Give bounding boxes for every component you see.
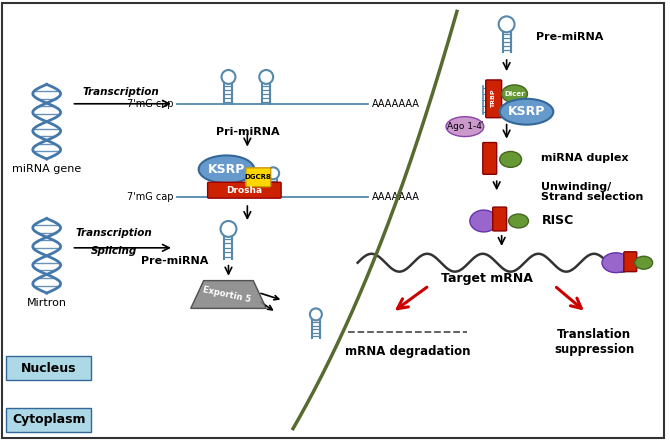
Text: Unwinding/: Unwinding/	[541, 182, 612, 192]
Ellipse shape	[446, 117, 484, 137]
FancyBboxPatch shape	[624, 252, 636, 272]
Ellipse shape	[509, 214, 529, 228]
Text: TRBP: TRBP	[491, 90, 496, 108]
Text: Strand selection: Strand selection	[541, 192, 644, 202]
Text: Exportin 5: Exportin 5	[202, 285, 251, 304]
Ellipse shape	[500, 151, 521, 167]
Text: KSRP: KSRP	[208, 163, 245, 176]
FancyBboxPatch shape	[6, 356, 91, 380]
Text: mRNA degradation: mRNA degradation	[344, 345, 470, 358]
Ellipse shape	[502, 85, 527, 103]
Text: Splicing: Splicing	[91, 246, 137, 256]
Text: KSRP: KSRP	[508, 105, 545, 118]
Text: Ago 1-4: Ago 1-4	[448, 122, 482, 131]
FancyBboxPatch shape	[6, 408, 91, 432]
Ellipse shape	[634, 256, 653, 269]
FancyBboxPatch shape	[246, 168, 271, 187]
FancyBboxPatch shape	[2, 4, 663, 437]
Text: Drosha: Drosha	[226, 186, 263, 195]
Ellipse shape	[199, 155, 255, 183]
Text: miRNA duplex: miRNA duplex	[541, 153, 629, 164]
Text: Transcription: Transcription	[76, 228, 153, 238]
Text: DGCR8: DGCR8	[245, 174, 272, 180]
Text: AAAAAAA: AAAAAAA	[372, 192, 419, 202]
Text: Cytoplasm: Cytoplasm	[12, 413, 85, 426]
Text: Mirtron: Mirtron	[27, 299, 67, 308]
Text: RISC: RISC	[541, 214, 574, 228]
Ellipse shape	[470, 210, 498, 232]
Text: Target mRNA: Target mRNA	[441, 272, 533, 285]
Text: Pri-miRNA: Pri-miRNA	[216, 127, 279, 137]
Text: Transcription: Transcription	[83, 87, 159, 97]
Text: 7'mG cap: 7'mG cap	[127, 99, 174, 109]
Text: Translation
suppression: Translation suppression	[554, 328, 634, 356]
Ellipse shape	[602, 253, 630, 273]
Text: Pre-miRNA: Pre-miRNA	[141, 256, 208, 266]
FancyBboxPatch shape	[208, 182, 281, 198]
FancyBboxPatch shape	[486, 80, 502, 118]
Text: 7'mG cap: 7'mG cap	[127, 192, 174, 202]
FancyBboxPatch shape	[492, 207, 507, 231]
Text: Nucleus: Nucleus	[21, 362, 76, 374]
Text: AAAAAAA: AAAAAAA	[372, 99, 419, 109]
FancyBboxPatch shape	[483, 142, 496, 174]
Text: Dicer: Dicer	[505, 91, 525, 97]
Polygon shape	[191, 280, 266, 308]
Text: Pre-miRNA: Pre-miRNA	[537, 32, 604, 42]
Text: miRNA gene: miRNA gene	[12, 164, 81, 174]
Ellipse shape	[500, 99, 553, 125]
